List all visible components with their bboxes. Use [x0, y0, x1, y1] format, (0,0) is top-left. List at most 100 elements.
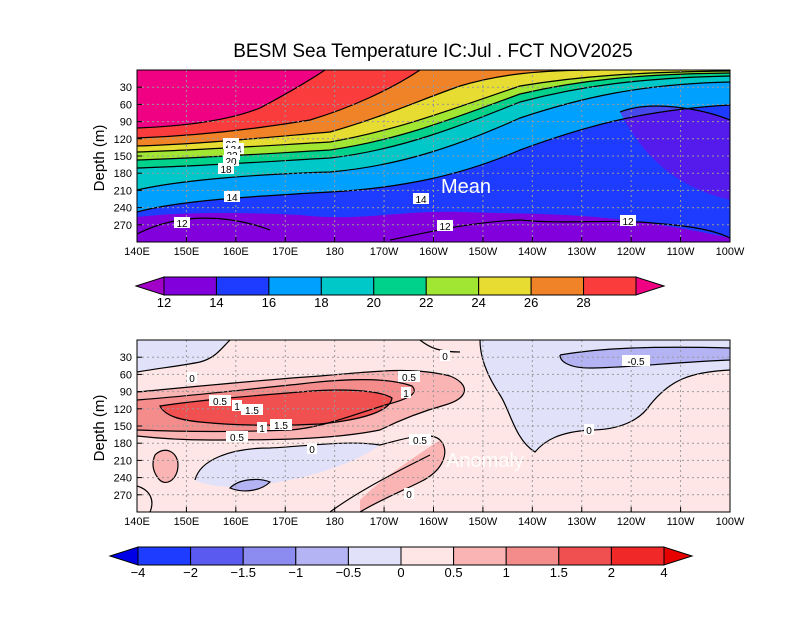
contour-label: 12 — [622, 217, 634, 228]
contour-label: 12 — [439, 222, 451, 233]
colorbar-swatch — [610, 546, 665, 566]
colorbar-label: 18 — [314, 295, 328, 310]
colorbar-label: 12 — [157, 295, 171, 310]
x-tick-label: 160E — [223, 246, 249, 258]
contour-label-bg — [257, 422, 267, 433]
y-tick-label: 180 — [114, 168, 132, 180]
contour-label-bg — [228, 143, 244, 154]
colorbar-low-arrow — [134, 276, 165, 296]
x-tick-label: 130W — [567, 246, 596, 258]
x-tick-label: 160E — [223, 516, 249, 528]
contour-label-bg — [413, 193, 429, 204]
anomaly-contour-0-corner — [137, 485, 153, 512]
x-tick-label: 150E — [174, 516, 200, 528]
contour-label-bg — [437, 220, 453, 231]
x-tick-label: 170E — [272, 246, 298, 258]
colorbar-high-arrow — [663, 546, 694, 566]
y-tick-label: 120 — [114, 134, 132, 146]
contour-label: 14 — [226, 193, 238, 204]
anomaly-contour-0-deep — [194, 435, 446, 512]
contour-label: 0 — [309, 445, 315, 456]
mean-contour-warmpool — [619, 105, 730, 121]
x-tick-label: 100W — [716, 516, 745, 528]
mean-colorbar: 12 14 16 18 20 22 24 26 28 — [134, 276, 666, 310]
contour-label-bg — [401, 387, 411, 398]
x-tick-label: 180 — [325, 516, 343, 528]
anomaly-field — [137, 340, 730, 512]
anomaly-negative-west — [137, 340, 230, 372]
contour-label: 0.5 — [402, 373, 416, 384]
x-tick-label: 120W — [617, 516, 646, 528]
contour-label-bg — [226, 431, 248, 442]
x-tick-label: 110W — [667, 516, 696, 528]
colorbar-label: −1 — [288, 565, 303, 580]
y-tick-label: 90 — [120, 117, 132, 129]
anomaly-contour-0-south — [329, 454, 431, 512]
y-tick-label: 240 — [114, 473, 132, 485]
y-tick-label: 270 — [114, 490, 132, 502]
contour-label-bg — [232, 400, 242, 411]
contour-label-bg — [223, 155, 239, 166]
colorbar-label: 20 — [367, 295, 381, 310]
mean-panel: 26242220181414121212 Mean 30609012015018… — [91, 69, 745, 258]
anomaly-contour-neg05 — [559, 346, 730, 369]
contour-label: 12 — [176, 219, 188, 230]
colorbar-swatch — [320, 276, 375, 296]
anomaly-overlay-label: Anomaly — [446, 450, 524, 472]
anomaly-colorbar: −4 −2 −1.5 −1 −0.5 0 0.5 1 1.5 2 4 — [108, 546, 694, 580]
y-tick-label: 270 — [114, 220, 132, 232]
colorbar-swatch — [242, 546, 297, 566]
x-tick-label: 170W — [370, 246, 399, 258]
x-tick-label: 140W — [518, 246, 547, 258]
colorbar-label: 2 — [608, 565, 615, 580]
contour-label-bg — [622, 355, 650, 366]
colorbar-swatch — [215, 276, 270, 296]
colorbar-swatch — [583, 276, 637, 296]
contour-label-bg — [270, 419, 292, 430]
mean-band-18 — [137, 82, 730, 212]
colorbar-high-arrow — [635, 276, 666, 296]
contour-label: 18 — [220, 165, 232, 176]
colorbar-swatch — [373, 276, 427, 296]
colorbar-label: 0.5 — [445, 565, 463, 580]
contour-label: 0.5 — [213, 397, 227, 408]
colorbar-label: 22 — [419, 295, 433, 310]
mean-contour-labels: 26242220181414121212 — [174, 138, 636, 233]
contour-label: 20 — [225, 157, 237, 168]
mean-contour-24 — [137, 70, 601, 147]
y-tick-label: 210 — [114, 455, 132, 467]
contour-label-bg — [224, 191, 240, 202]
x-tick-label: 120W — [617, 246, 646, 258]
colorbar-label: −2 — [183, 565, 198, 580]
x-tick-label: 150E — [174, 246, 200, 258]
colorbar-label: 14 — [209, 295, 223, 310]
mean-y-axis-label: Depth (m) — [91, 125, 108, 192]
colorbar-label: 4 — [660, 565, 667, 580]
contour-label: 1.5 — [274, 421, 288, 432]
x-tick-label: 110W — [667, 246, 696, 258]
x-tick-label: 140E — [124, 246, 150, 258]
colorbar-label: −0.5 — [336, 565, 362, 580]
y-tick-label: 90 — [120, 387, 132, 399]
x-tick-label: 140W — [518, 516, 547, 528]
colorbar-label: 16 — [262, 295, 276, 310]
anomaly-negative-deep — [195, 443, 380, 487]
colorbar-swatch — [190, 546, 244, 566]
colorbar-swatch — [295, 546, 349, 566]
anomaly-negative-east — [480, 340, 730, 452]
y-tick-label: 180 — [114, 438, 132, 450]
contour-label: 14 — [415, 195, 427, 206]
anomaly-positive-15 — [160, 390, 392, 426]
colorbar-swatch — [478, 276, 532, 296]
chart-title: BESM Sea Temperature IC:Jul . FCT NOV202… — [233, 41, 633, 62]
contour-label-bg — [409, 434, 431, 445]
mean-band-16 — [137, 105, 730, 238]
colorbar-swatch — [530, 276, 585, 296]
contour-label: 1.5 — [245, 406, 259, 417]
x-tick-label: 100W — [716, 246, 745, 258]
mean-y-ticks: 30 60 90 120 150 180 210 240 270 — [114, 82, 142, 232]
x-tick-label: 180 — [325, 246, 343, 258]
y-tick-label: 150 — [114, 421, 132, 433]
